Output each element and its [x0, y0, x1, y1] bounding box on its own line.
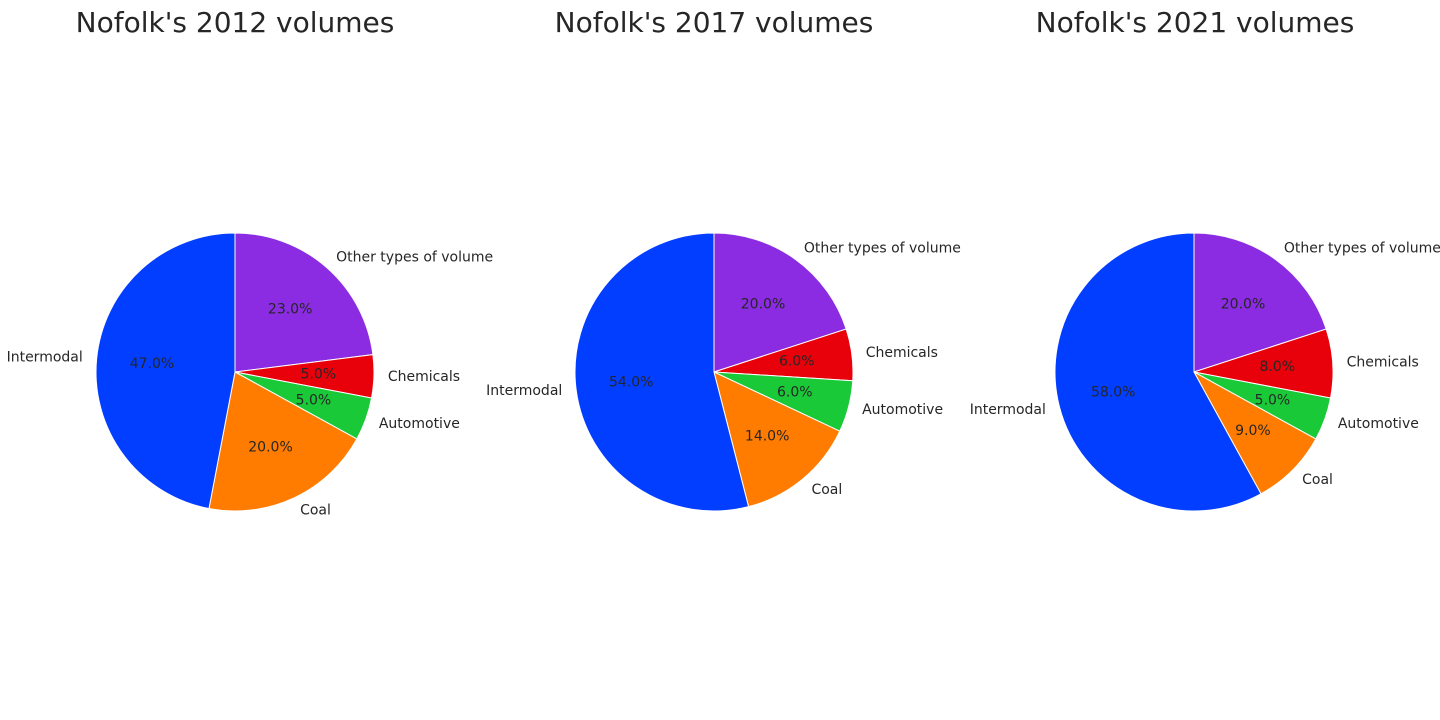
pie-slice-intermodal	[95, 232, 236, 510]
percent-label: 8.0%	[1259, 359, 1295, 375]
category-label: Intermodal	[970, 402, 1046, 418]
category-label: Chemicals	[388, 369, 460, 385]
pie-slice-coal	[713, 371, 841, 508]
percent-label: 5.0%	[1255, 392, 1291, 408]
percent-label: 14.0%	[745, 428, 789, 444]
category-label: Chemicals	[1347, 354, 1419, 370]
category-label: Coal	[300, 502, 331, 518]
category-label: Coal	[1302, 472, 1333, 488]
chart-title-2017: Nofolk's 2017 volumes	[554, 6, 874, 39]
pie-chart-2: 20.0% Other types of volume 8.0% Chemicals 5…	[970, 232, 1440, 512]
pie-slice-coal	[1192, 370, 1317, 495]
category-label: Intermodal	[7, 350, 83, 366]
category-label: Automotive	[379, 416, 460, 432]
category-label: Coal	[811, 482, 842, 498]
category-label: Other types of volume	[336, 249, 493, 265]
percent-label: 23.0%	[268, 301, 312, 317]
pie-slice-coal	[208, 371, 358, 512]
pie-slice-other-types-of-volume	[234, 232, 374, 373]
percent-label: 20.0%	[1221, 297, 1265, 313]
category-label: Intermodal	[486, 383, 562, 399]
chart-title-2012: Nofolk's 2012 volumes	[75, 6, 395, 39]
category-label: Automotive	[1338, 416, 1419, 432]
pie-chart-0: 23.0% Other types of volume 5.0% Chemicals 5…	[7, 232, 493, 518]
chart-title-2021: Nofolk's 2021 volumes	[1035, 6, 1355, 39]
category-label: Other types of volume	[1284, 240, 1440, 256]
percent-label: 6.0%	[779, 354, 815, 370]
percent-label: 20.0%	[248, 439, 292, 455]
percent-label: 9.0%	[1235, 423, 1271, 439]
pie-slice-intermodal	[1054, 232, 1262, 512]
pie-chart-1: 20.0% Other types of volume 6.0% Chemicals 6…	[486, 232, 961, 512]
category-label: Chemicals	[866, 345, 938, 361]
percent-label: 54.0%	[609, 374, 653, 390]
percent-label: 5.0%	[296, 392, 332, 408]
percent-label: 58.0%	[1091, 385, 1135, 401]
percent-label: 6.0%	[777, 385, 813, 401]
pie-slice-other-types-of-volume	[1193, 232, 1327, 373]
percent-label: 5.0%	[301, 367, 337, 383]
pie-slice-other-types-of-volume	[713, 232, 847, 373]
percent-label: 20.0%	[741, 297, 785, 313]
percent-label: 47.0%	[130, 356, 174, 372]
category-label: Automotive	[862, 402, 943, 418]
pie-slice-intermodal	[574, 232, 750, 512]
category-label: Other types of volume	[804, 240, 961, 256]
